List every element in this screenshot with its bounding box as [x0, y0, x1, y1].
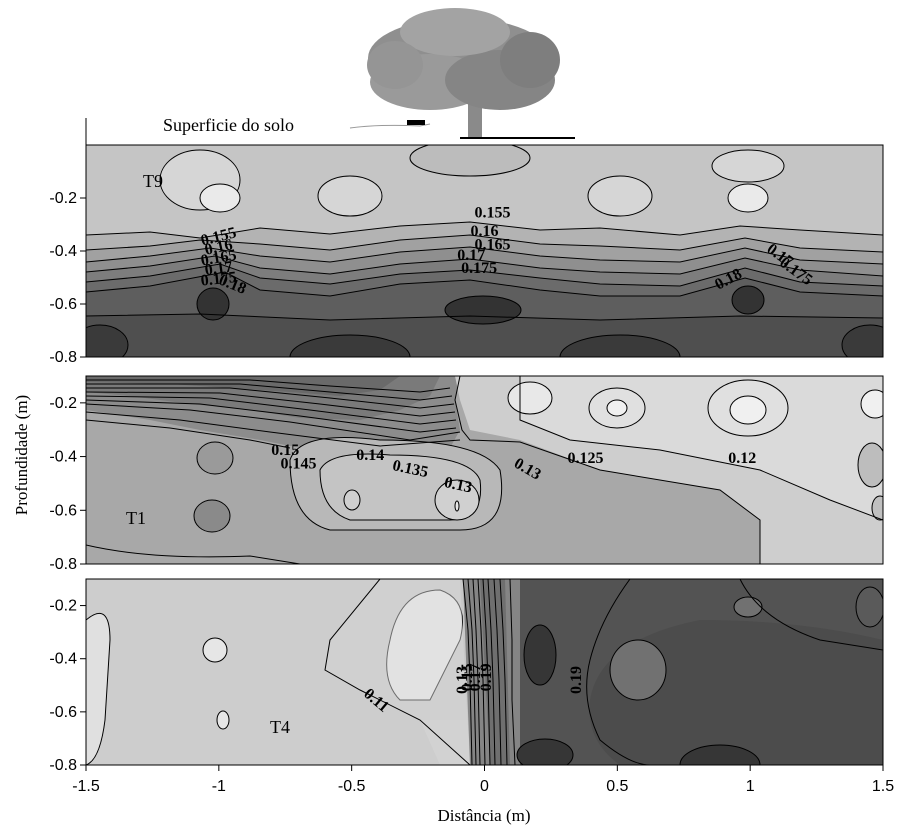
panel-t9-label: T9 — [143, 171, 163, 191]
y-tick-label: -0.2 — [49, 598, 77, 615]
contour-label: 0.175 — [461, 260, 497, 277]
contour-label: 0.15 — [459, 663, 476, 691]
x-tick-label: -1 — [212, 778, 226, 795]
y-tick-label: -0.8 — [49, 556, 77, 573]
y-tick-label: -0.4 — [49, 243, 77, 260]
x-tick-label: -0.5 — [338, 778, 366, 795]
contour-label: 0.19 — [568, 666, 585, 694]
x-tick-label: -1.5 — [72, 778, 100, 795]
y-tick-label: -0.2 — [49, 190, 77, 207]
contour-label: 0.17 — [204, 258, 234, 279]
contour-label: 0.13 — [443, 474, 474, 496]
tree-icon — [349, 8, 575, 139]
x-tick-label: 0.5 — [606, 778, 628, 795]
y-tick-label: -0.6 — [49, 296, 77, 313]
contour-label: 0.17 — [457, 247, 485, 264]
panel-t1-frame — [85, 375, 884, 565]
contour-label: 0.125 — [567, 450, 603, 467]
y-tick-label: -0.2 — [49, 395, 77, 412]
panel-t9-contour-labels: 0.1550.160.1650.170.1750.180.1550.160.16… — [199, 205, 815, 298]
contour-label: 0.145 — [281, 455, 317, 472]
y-tick-label: -0.6 — [49, 704, 77, 721]
x-axis-label: Distância (m) — [438, 806, 531, 825]
y-axis-label: Profundidade (m) — [12, 395, 31, 515]
y-tick-label: -0.4 — [49, 651, 77, 668]
panel-t9 — [86, 145, 883, 357]
y-tick-label: -0.6 — [49, 502, 77, 519]
x-tick-label: 1 — [746, 778, 755, 795]
contour-label: 0.16 — [203, 236, 234, 258]
contour-label: 0.14 — [356, 447, 384, 464]
x-axis-ticks: -1.5 -1 -0.5 0 0.5 1 1.5 — [72, 765, 894, 795]
surface-label: Superficie do solo — [163, 115, 294, 135]
y-axis-ticks: -0.2 -0.4 -0.6 -0.8 -0.2 -0.4 -0.6 -0.8 -0.2 -0.4… — [49, 190, 86, 774]
y-tick-label: -0.8 — [49, 757, 77, 774]
contour-label: 0.15 — [271, 442, 299, 459]
contour-label: 0.165 — [199, 247, 237, 270]
x-tick-label: 1.5 — [872, 778, 894, 795]
contour-label: 0.12 — [728, 450, 756, 467]
x-tick-label: 0 — [480, 778, 489, 795]
contour-label: 0.175 — [200, 269, 238, 290]
y-tick-label: -0.8 — [49, 349, 77, 366]
contour-label: 0.16 — [471, 223, 499, 240]
contour-label: 0.165 — [474, 236, 510, 253]
panel-t4-label: T4 — [270, 717, 290, 737]
contour-label: 0.19 — [478, 663, 495, 691]
contour-label: 0.13 — [454, 666, 471, 694]
contour-label: 0.155 — [474, 205, 510, 222]
panel-t1 — [86, 376, 883, 564]
y-tick-label: -0.4 — [49, 449, 77, 466]
contour-label: 0.17 — [467, 663, 484, 691]
panel-t4 — [86, 579, 883, 765]
panel-t1-label: T1 — [126, 508, 146, 528]
